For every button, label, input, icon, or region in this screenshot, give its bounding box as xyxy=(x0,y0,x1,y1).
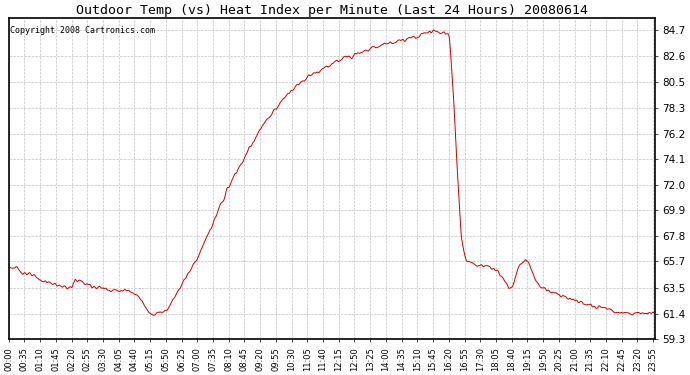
Title: Outdoor Temp (vs) Heat Index per Minute (Last 24 Hours) 20080614: Outdoor Temp (vs) Heat Index per Minute … xyxy=(76,4,588,17)
Text: Copyright 2008 Cartronics.com: Copyright 2008 Cartronics.com xyxy=(10,26,155,35)
